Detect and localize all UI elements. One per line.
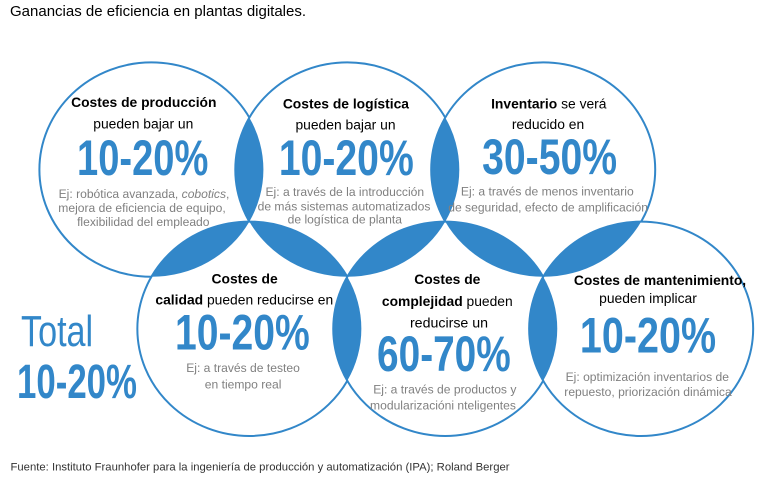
svg-text:flexibilidad del empleado: flexibilidad del empleado [77, 215, 210, 229]
svg-text:60-70%: 60-70% [377, 326, 511, 382]
svg-text:calidad pueden reducirse en: calidad pueden reducirse en [155, 292, 333, 308]
svg-text:Ganancias de eficiencia en pla: Ganancias de eficiencia en plantas digit… [10, 3, 306, 20]
svg-text:Costes de producción: Costes de producción [71, 94, 216, 110]
svg-text:de logística de planta: de logística de planta [288, 213, 403, 227]
svg-text:de más sistemas automatizados: de más sistemas automatizados [258, 199, 431, 213]
svg-text:reducirse un: reducirse un [410, 315, 488, 331]
svg-text:Ej: a través de menos inventar: Ej: a través de menos inventario [461, 184, 634, 198]
svg-text:reducido en: reducido en [512, 116, 584, 132]
svg-text:en tiempo real: en tiempo real [205, 378, 282, 392]
svg-text:repuesto, priorización dinámic: repuesto, priorización dinámica [564, 385, 732, 399]
svg-text:Ej: optimización inventarios d: Ej: optimización inventarios de [566, 370, 730, 384]
svg-text:Total: Total [21, 307, 93, 356]
svg-text:Ej: a través de productos y: Ej: a través de productos y [373, 382, 517, 396]
svg-text:Costes de logística: Costes de logística [283, 96, 409, 112]
svg-text:mejora de eficiencia de equipo: mejora de eficiencia de equipo, [58, 201, 225, 215]
svg-text:pueden implicar: pueden implicar [599, 290, 697, 306]
svg-text:10-20%: 10-20% [77, 131, 208, 186]
svg-text:10-20%: 10-20% [17, 355, 137, 409]
svg-text:Costes de mantenimiento,: Costes de mantenimiento, [574, 272, 746, 288]
svg-text:complejidad pueden: complejidad pueden [382, 293, 513, 309]
svg-text:Ej: a través de testeo: Ej: a través de testeo [186, 361, 300, 375]
svg-text:10-20%: 10-20% [175, 304, 310, 361]
svg-text:30-50%: 30-50% [482, 128, 617, 185]
svg-text:Inventario se verá: Inventario se verá [491, 96, 607, 112]
svg-text:Ej: a través de la introducció: Ej: a través de la introducción [265, 185, 424, 199]
svg-text:pueden bajar un: pueden bajar un [93, 115, 193, 131]
svg-text:Ej: robótica avanzada, cobotic: Ej: robótica avanzada, cobotics, [59, 187, 230, 201]
svg-text:Costes de: Costes de [414, 271, 480, 287]
svg-text:10-20%: 10-20% [580, 307, 716, 364]
svg-text:modularizacióni nteligentes: modularizacióni nteligentes [370, 398, 516, 412]
svg-text:pueden bajar un: pueden bajar un [295, 117, 395, 133]
svg-text:Fuente: Instituto Fraunhofer p: Fuente: Instituto Fraunhofer para la ing… [11, 462, 510, 474]
svg-text:de seguridad, efecto de amplif: de seguridad, efecto de amplificación [448, 201, 648, 215]
svg-text:10-20%: 10-20% [279, 129, 414, 186]
svg-text:Costes de: Costes de [212, 271, 278, 287]
